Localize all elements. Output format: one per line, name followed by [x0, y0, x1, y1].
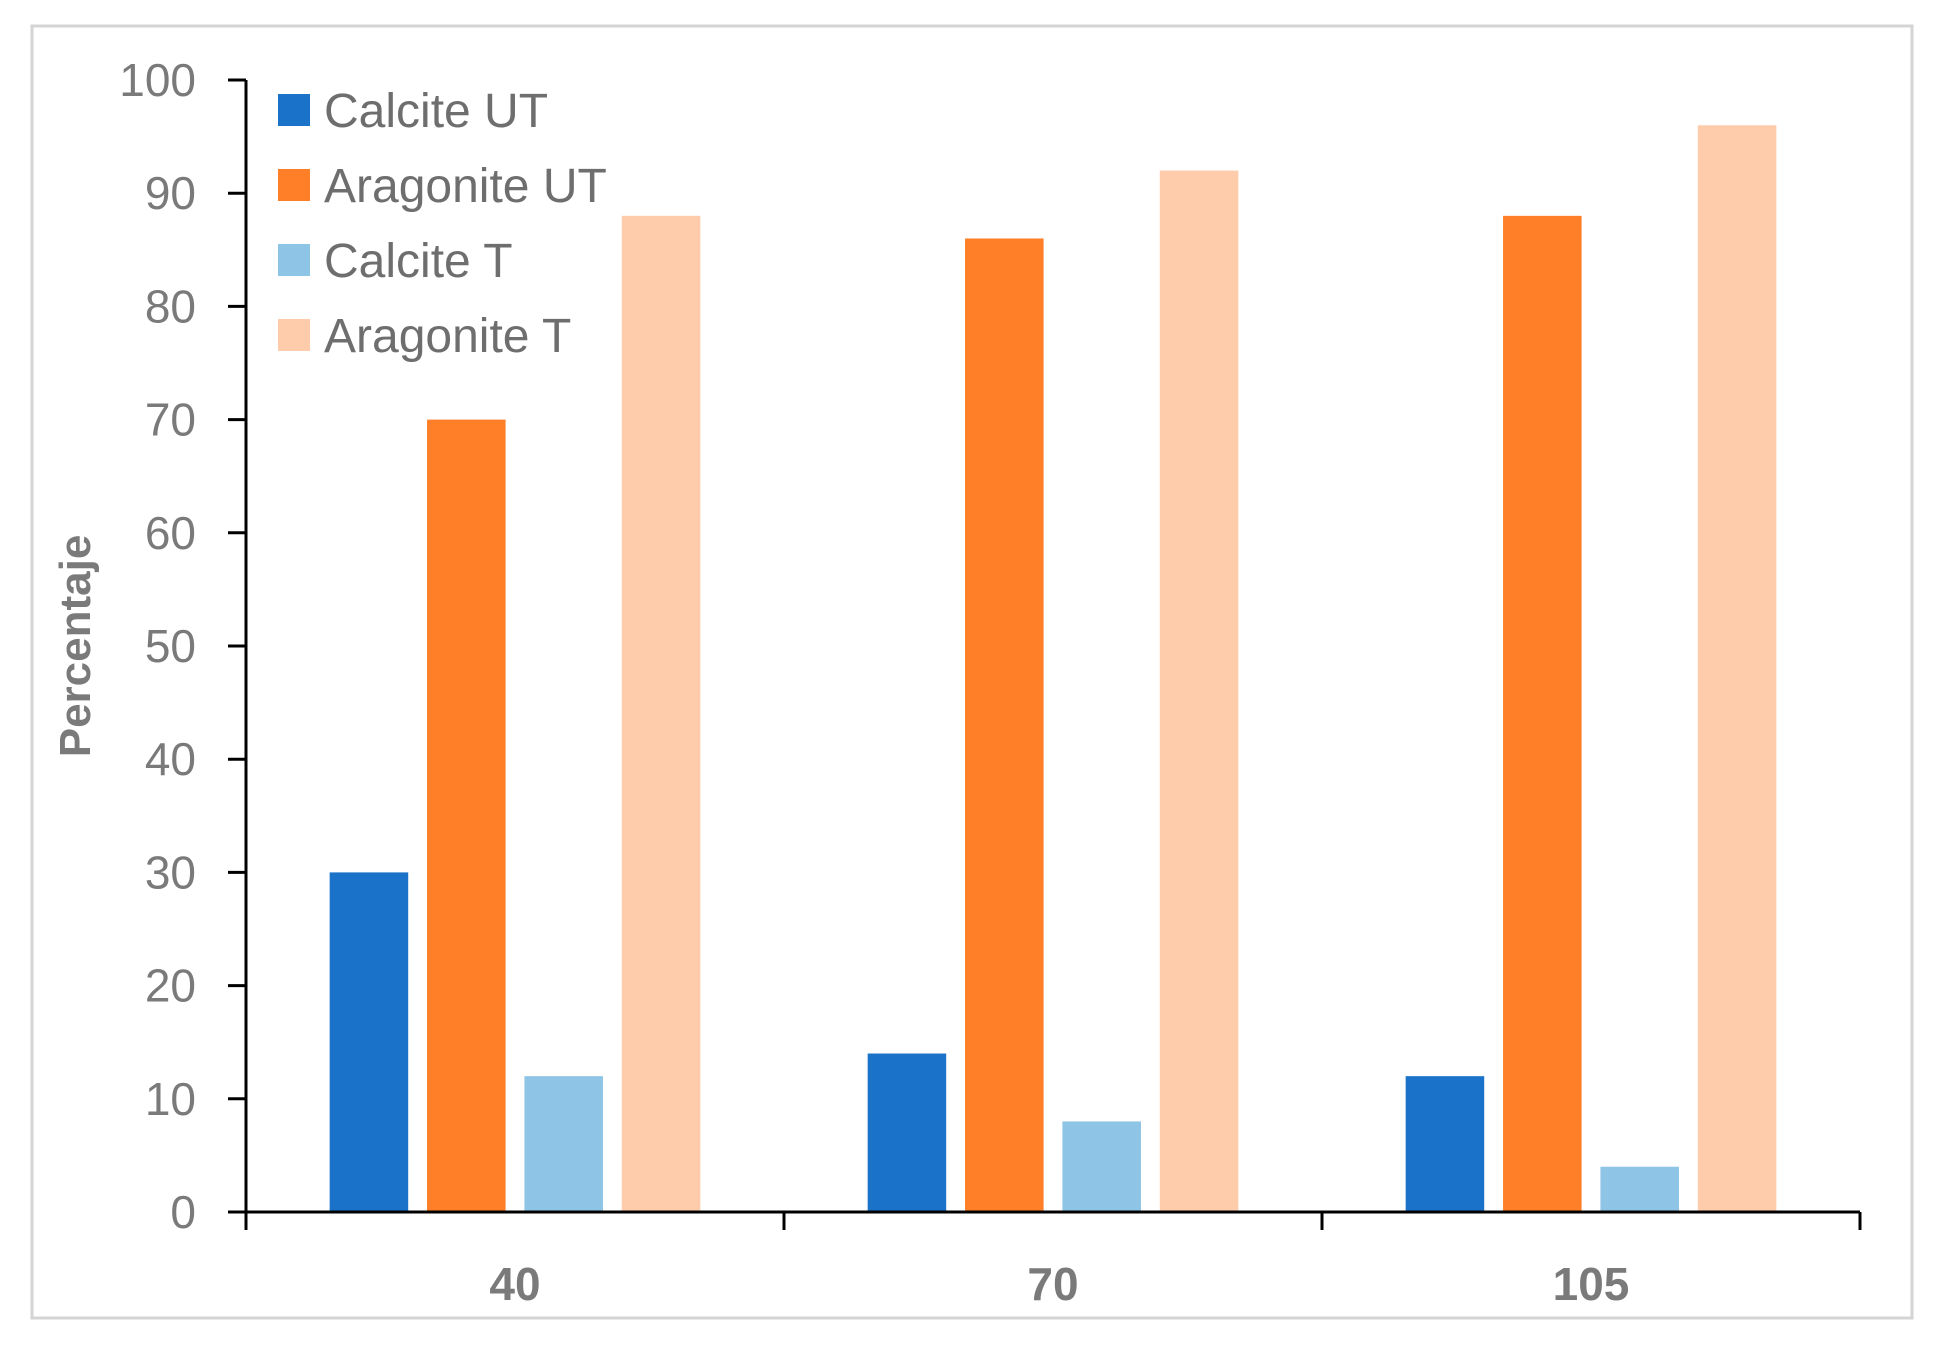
y-tick-label: 90 — [145, 167, 196, 219]
y-tick-label: 60 — [145, 507, 196, 559]
bar-calcite-ut-40 — [329, 872, 409, 1212]
legend: Calcite UT Aragonite UT Calcite T Aragonite… — [278, 85, 607, 363]
bars-layer — [329, 125, 1777, 1213]
y-tick-label: 30 — [145, 846, 196, 898]
bar-calcite-ut-105 — [1405, 1076, 1485, 1212]
bar-aragonite-t-70 — [1159, 170, 1239, 1212]
x-category-label: 105 — [1553, 1258, 1630, 1310]
y-tick-label: 20 — [145, 960, 196, 1012]
y-tick-label: 80 — [145, 280, 196, 332]
legend-swatch — [278, 319, 310, 351]
x-category-label: 70 — [1027, 1258, 1078, 1310]
y-tick-label: 100 — [119, 54, 196, 106]
x-ticks: 40 70 105 — [244, 1212, 1862, 1310]
bar-aragonite-ut-105 — [1503, 215, 1582, 1213]
bar-calcite-t-40 — [524, 1076, 603, 1212]
y-tick-label: 10 — [145, 1073, 196, 1125]
bar-aragonite-ut-40 — [427, 419, 506, 1213]
y-tick-label: 50 — [145, 620, 196, 672]
legend-label: Calcite UT — [324, 85, 548, 138]
bar-aragonite-ut-70 — [965, 238, 1044, 1213]
bar-calcite-t-105 — [1600, 1166, 1679, 1212]
bar-calcite-t-70 — [1062, 1121, 1141, 1212]
bar-aragonite-t-40 — [621, 215, 701, 1213]
y-ticks: 0 10 20 30 40 50 60 70 80 90 100 — [119, 54, 246, 1238]
legend-swatch — [278, 94, 310, 126]
y-tick-label: 0 — [170, 1186, 196, 1238]
y-axis-label: Percentaje — [51, 535, 100, 758]
legend-label: Aragonite T — [324, 310, 571, 363]
x-category-label: 40 — [489, 1258, 540, 1310]
bar-aragonite-t-105 — [1697, 125, 1777, 1212]
legend-label: Aragonite UT — [324, 160, 607, 213]
legend-swatch — [278, 244, 310, 276]
legend-label: Calcite T — [324, 235, 513, 288]
bar-calcite-ut-70 — [867, 1053, 947, 1212]
y-tick-label: 70 — [145, 394, 196, 446]
y-tick-label: 40 — [145, 733, 196, 785]
legend-swatch — [278, 169, 310, 201]
